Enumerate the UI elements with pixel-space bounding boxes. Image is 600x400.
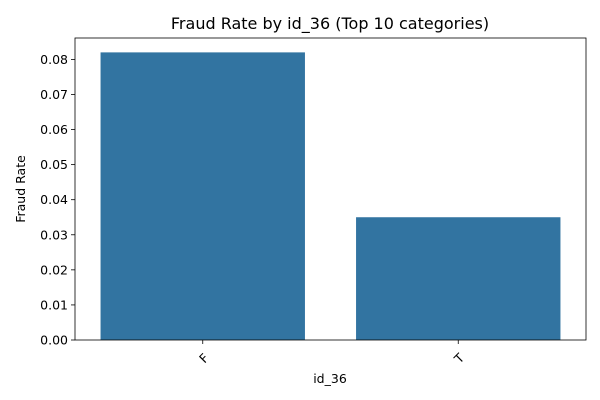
x-tick-label: F [196, 350, 212, 366]
y-tick-label: 0.06 [40, 122, 68, 137]
y-tick-label: 0.05 [40, 157, 68, 172]
y-tick-label: 0.07 [40, 87, 68, 102]
y-tick-label: 0.01 [40, 297, 68, 312]
y-tick-label: 0.00 [40, 333, 68, 348]
bar-F [100, 52, 305, 340]
chart-title: Fraud Rate by id_36 (Top 10 categories) [171, 14, 489, 34]
bar-T [356, 217, 561, 340]
x-tick-label: T [450, 350, 467, 367]
plot-frame [74, 37, 587, 341]
y-tick-label: 0.02 [40, 262, 68, 277]
bars [100, 52, 561, 340]
y-tick-label: 0.03 [40, 227, 68, 242]
y-tick-label: 0.08 [40, 52, 68, 67]
y-axis-label: Fraud Rate [13, 155, 28, 223]
y-axis: 0.00 0.01 0.02 0.03 0.04 0.05 0.06 0.07 0.08 [40, 52, 75, 348]
y-tick-label: 0.04 [40, 192, 68, 207]
x-axis-label: id_36 [313, 371, 347, 386]
